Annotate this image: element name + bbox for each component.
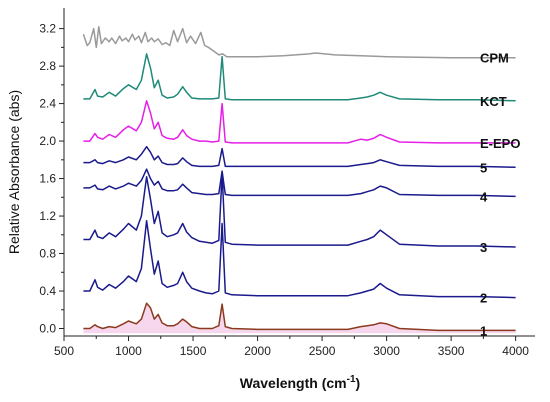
axes [63,8,535,337]
series-2-line [83,219,516,299]
x-tick-label: 1500 [180,344,207,358]
series-kct-line [83,53,516,102]
x-axis-title-unit: cm [326,375,346,391]
y-tick-label: 1.2 [39,209,56,223]
y-tick-label: 0.4 [39,284,56,298]
series-labels: 1 2 3 4 5 E-EPO KCT CPM [480,51,520,339]
series-label-e-epo: E-EPO [480,136,520,151]
series-3-line [83,173,516,248]
series-e-epo-line [83,100,516,144]
series-label-5: 5 [480,160,487,175]
y-tick-label: 3.2 [39,22,56,36]
y-tick-label: 2.4 [39,97,56,111]
y-axis-title: Relative Absorbance (abs) [6,90,22,254]
x-tick-label: 3500 [438,344,465,358]
series-layer [82,25,516,334]
series-5-line [83,145,516,169]
y-tick-label: 2.0 [39,134,56,148]
y-tick-label: 2.8 [39,59,56,73]
series-4-line [83,168,516,198]
x-axis-title-main: Wavelength [240,375,318,391]
series-label-cpm: CPM [480,51,509,66]
series-1-fill [83,303,516,334]
x-tick-label: 2500 [309,344,336,358]
y-tick-label: 0.0 [39,322,56,336]
series-label-3: 3 [480,240,487,255]
x-tick-label: 1000 [115,344,142,358]
y-tick-label: 0.8 [39,247,56,261]
x-axis-title-paren-open: ( [322,375,327,391]
series-cpm-line [82,25,516,59]
series-label-2: 2 [480,291,487,306]
x-tick-label: 3000 [373,344,400,358]
x-axis-title-unit-exp: -1 [347,374,356,385]
x-tick-label: 2000 [244,344,271,358]
ticks: 500 1000 1500 2000 2500 3000 3500 4000 0.0 0.4 0.8… [39,22,529,358]
x-axis-title: Wavelength (cm-1) [240,374,360,391]
series-label-1: 1 [480,323,487,338]
x-tick-label: 4000 [502,344,529,358]
series-label-kct: KCT [480,94,507,109]
x-tick-label: 500 [54,344,74,358]
y-tick-label: 1.6 [39,172,56,186]
series-label-4: 4 [480,189,488,204]
series-1-line [83,302,516,332]
x-axis-title-paren-close: ) [356,375,361,391]
